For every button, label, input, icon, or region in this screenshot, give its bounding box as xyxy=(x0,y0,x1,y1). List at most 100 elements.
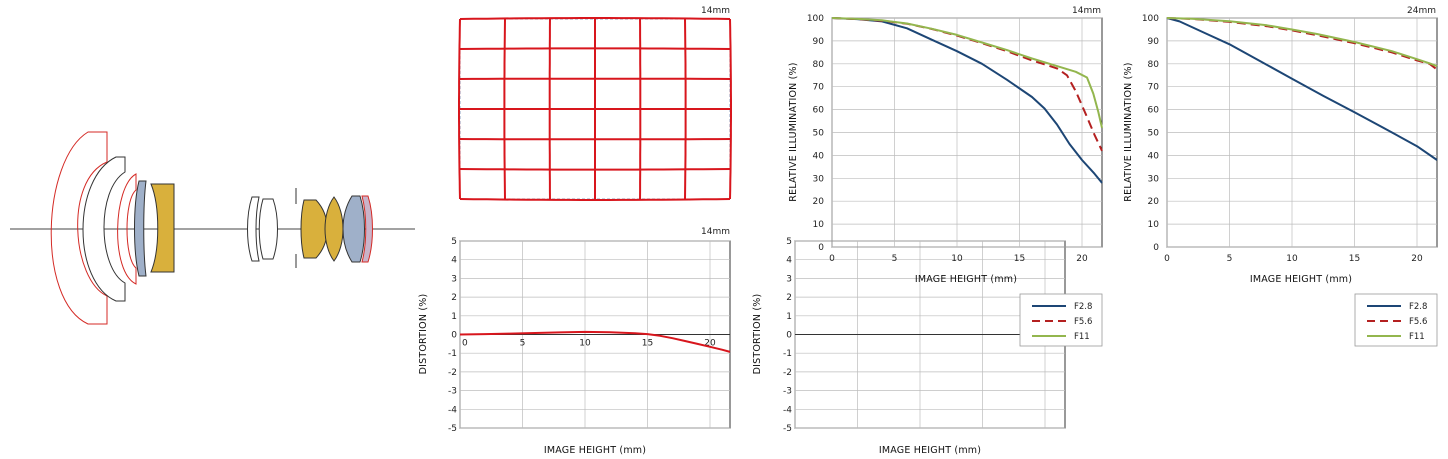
distortion-caption: 14mm xyxy=(701,227,730,237)
series-line-f11 xyxy=(1166,17,1438,68)
legend-label: F11 xyxy=(1409,332,1425,342)
rear-element-4 xyxy=(361,195,373,263)
x-tick-label: 0 xyxy=(462,339,468,349)
y-tick-label: 60 xyxy=(813,106,825,116)
y-tick-label: -2 xyxy=(448,368,457,378)
legend-label: F5.6 xyxy=(1074,317,1092,327)
y-tick-label: 100 xyxy=(807,14,824,24)
distortion-xlabel: IMAGE HEIGHT (mm) xyxy=(544,445,646,456)
rear-element-2 xyxy=(324,196,344,262)
y-tick-label: 30 xyxy=(813,174,825,184)
distortion-ylabel: DISTORTION (%) xyxy=(418,294,429,375)
grid-horizontal-line xyxy=(459,198,731,201)
y-tick-label: 90 xyxy=(813,37,825,47)
illumination-caption: 14mm xyxy=(1072,6,1101,16)
grid-horizontal-line xyxy=(459,47,731,50)
y-tick-label: 80 xyxy=(813,60,825,70)
y-tick-label: 10 xyxy=(1148,220,1160,230)
y-tick-label: 80 xyxy=(1148,60,1160,70)
y-tick-label: 0 xyxy=(818,243,824,253)
y-tick-label: 50 xyxy=(1148,129,1160,139)
series-line-f56 xyxy=(1166,17,1438,71)
rear-element-1 xyxy=(300,199,328,259)
y-tick-label: -4 xyxy=(783,405,792,415)
distortion-xlabel-2: IMAGE HEIGHT (mm) xyxy=(879,445,981,456)
middle-element-2 xyxy=(258,198,278,260)
x-tick-label: 15 xyxy=(1349,254,1360,264)
y-tick-label: 30 xyxy=(1148,174,1160,184)
middle-element-1 xyxy=(247,196,260,262)
legend-label: F5.6 xyxy=(1409,317,1427,327)
x-tick-label: 20 xyxy=(1076,254,1088,264)
element-yellow-1 xyxy=(150,183,175,273)
x-tick-label: 10 xyxy=(1286,254,1298,264)
element-blue-1 xyxy=(134,180,147,277)
y-tick-label: 70 xyxy=(813,83,825,93)
illumination-xlabel-2: IMAGE HEIGHT (mm) xyxy=(1250,274,1352,285)
y-tick-label: 0 xyxy=(1153,243,1159,253)
y-tick-label: -3 xyxy=(783,387,792,397)
legend: F2.8 F5.6 F11 xyxy=(1019,293,1103,347)
grid-horizontal-line xyxy=(459,168,731,171)
y-tick-label: 100 xyxy=(1142,14,1159,24)
distorted-grid xyxy=(458,17,732,201)
x-tick-label: 20 xyxy=(1411,254,1423,264)
y-tick-label: 20 xyxy=(813,197,825,207)
x-tick-label: 5 xyxy=(520,339,526,349)
y-tick-label: -4 xyxy=(448,405,457,415)
series-line-f28 xyxy=(1166,17,1438,161)
y-tick-label: -1 xyxy=(448,349,457,359)
grid-caption: 14mm xyxy=(701,6,730,16)
y-tick-label: -5 xyxy=(783,424,792,434)
x-tick-label: 5 xyxy=(1227,254,1233,264)
illumination-caption-2: 24mm xyxy=(1407,6,1436,16)
lens-diagram xyxy=(10,131,415,325)
y-tick-label: 2 xyxy=(786,293,792,303)
y-tick-label: 0 xyxy=(786,331,792,341)
distortion-grid-panel: 14mm xyxy=(458,6,732,201)
y-tick-label: 2 xyxy=(451,293,457,303)
legend: F2.8 F5.6 F11 xyxy=(1354,293,1438,347)
y-tick-label: 10 xyxy=(813,220,825,230)
y-tick-label: 3 xyxy=(451,274,457,284)
grid-horizontal-line xyxy=(459,17,731,20)
y-tick-label: 0 xyxy=(451,331,457,341)
x-tick-label: 5 xyxy=(892,254,898,264)
y-tick-label: 40 xyxy=(1148,151,1160,161)
illumination-xlabel: IMAGE HEIGHT (mm) xyxy=(915,274,1017,285)
y-tick-label: -5 xyxy=(448,424,457,434)
rear-element-3 xyxy=(342,195,365,263)
y-tick-label: -1 xyxy=(783,349,792,359)
y-tick-label: 4 xyxy=(451,256,457,266)
y-tick-label: 40 xyxy=(813,151,825,161)
x-tick-label: 10 xyxy=(951,254,963,264)
x-tick-label: 0 xyxy=(829,254,835,264)
y-tick-label: -2 xyxy=(783,368,792,378)
illumination-ylabel-2: RELATIVE ILLUMINATION (%) xyxy=(1123,62,1134,201)
x-tick-label: 20 xyxy=(704,339,716,349)
legend-label: F2.8 xyxy=(1074,302,1092,312)
y-tick-label: 20 xyxy=(1148,197,1160,207)
y-tick-label: 50 xyxy=(813,129,825,139)
y-tick-label: 90 xyxy=(1148,37,1160,47)
distortion-ylabel-2: DISTORTION (%) xyxy=(752,294,763,375)
y-tick-label: 4 xyxy=(786,256,792,266)
y-tick-label: 1 xyxy=(786,312,792,322)
y-tick-label: 3 xyxy=(786,274,792,284)
legend-label: F2.8 xyxy=(1409,302,1427,312)
legend-label: F11 xyxy=(1074,332,1090,342)
x-tick-label: 0 xyxy=(1164,254,1170,264)
x-tick-label: 10 xyxy=(579,339,591,349)
x-tick-label: 15 xyxy=(642,339,653,349)
illumination-ylabel: RELATIVE ILLUMINATION (%) xyxy=(788,62,799,201)
x-tick-label: 15 xyxy=(1014,254,1025,264)
series-line-f11 xyxy=(831,17,1103,129)
y-tick-label: 70 xyxy=(1148,83,1160,93)
second-element xyxy=(82,156,126,302)
y-tick-label: -3 xyxy=(448,387,457,397)
